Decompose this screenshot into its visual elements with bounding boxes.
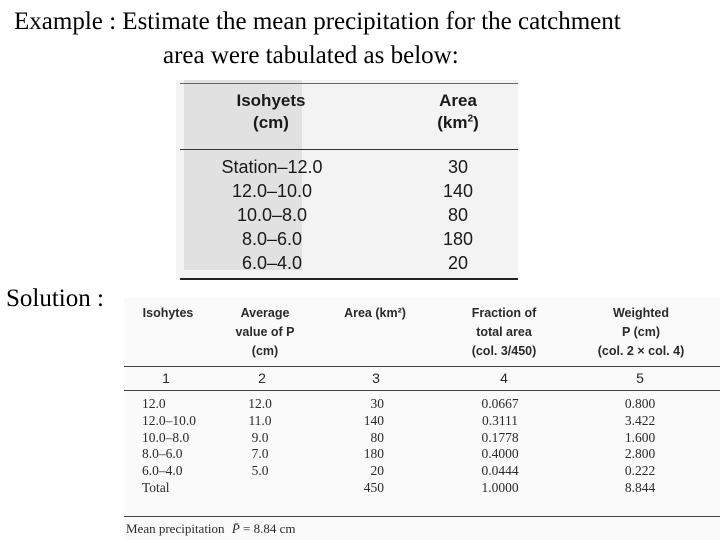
isohyets-header: Isohyets (cm): [236, 91, 306, 132]
table-rule: [180, 149, 518, 150]
table-rule: [180, 278, 518, 280]
solution-table: Isohytes Average value of P (cm) Area (k…: [124, 298, 720, 540]
col-header-area: Area (km²): [344, 306, 406, 320]
heading-line-1: Example : Estimate the mean precipitatio…: [14, 8, 621, 35]
isohyets-cell: 8.0–6.0: [241, 229, 303, 249]
table-row: 8.0–6.0 180: [176, 227, 518, 251]
column-number: 5: [636, 370, 644, 386]
mean-precipitation-result: Mean precipitation P̄ = 8.84 cm: [126, 521, 296, 536]
solution-table-body: 12.0 12.0 30 0.0667 0.800 12.0–10.0 11.0 140 0.…: [124, 396, 720, 497]
solution-label: Solution :: [6, 285, 104, 312]
col-header-average-p: Average value of P (cm): [235, 306, 295, 358]
isohyets-cell: 6.0–4.0: [241, 253, 303, 273]
column-number: 3: [372, 370, 380, 386]
table-row: 10.0–8.0 80: [176, 203, 518, 227]
column-number: 1: [162, 370, 170, 386]
table-row: Station–12.0 30: [176, 155, 518, 179]
column-number: 2: [258, 370, 266, 386]
area-cell: 140: [442, 181, 474, 201]
area-header: Area (km2): [437, 91, 479, 132]
heading-line-2: area were tabulated as below:: [163, 42, 459, 69]
isohyets-cell: 10.0–8.0: [236, 205, 308, 225]
area-cell: 30: [447, 157, 469, 177]
table-rule: [180, 83, 518, 84]
isohyets-cell: Station–12.0: [221, 157, 323, 177]
isohyets-cell: 12.0–10.0: [231, 181, 313, 201]
table-rule: [124, 390, 720, 391]
table-rule: [124, 366, 720, 367]
col-header-isohytes: Isohytes: [142, 306, 194, 320]
table-row: 12.0–10.0 140: [176, 179, 518, 203]
column-number: 4: [500, 370, 508, 386]
table-row: 6.0–4.0 20: [176, 251, 518, 275]
table-rule: [124, 516, 720, 517]
given-table-body: Station–12.0 30 12.0–10.0 140 10.0–8.0 80 8…: [176, 155, 518, 275]
table-row: 12.0–10.0 11.0 140 0.3111 3.422: [142, 412, 656, 428]
col-header-weighted-p: Weighted P (cm) (col. 2 × col. 4): [597, 306, 685, 358]
table-row: 12.0 12.0 30 0.0667 0.800: [142, 396, 656, 411]
area-cell: 80: [447, 205, 469, 225]
table-row: 6.0–4.0 5.0 20 0.0444 0.222: [142, 463, 656, 479]
area-cell: 20: [447, 253, 469, 273]
table-row: 8.0–6.0 7.0 180 0.4000 2.800: [142, 446, 656, 462]
area-cell: 180: [442, 229, 474, 249]
given-data-table: Isohyets (cm) Area (km2) Station–12.0 30 …: [176, 80, 518, 280]
col-header-fraction: Fraction of total area (col. 3/450): [471, 306, 537, 358]
table-row-total: Total 450 1.0000 8.844: [142, 479, 656, 495]
table-row: 10.0–8.0 9.0 80 0.1778 1.600: [142, 429, 656, 445]
